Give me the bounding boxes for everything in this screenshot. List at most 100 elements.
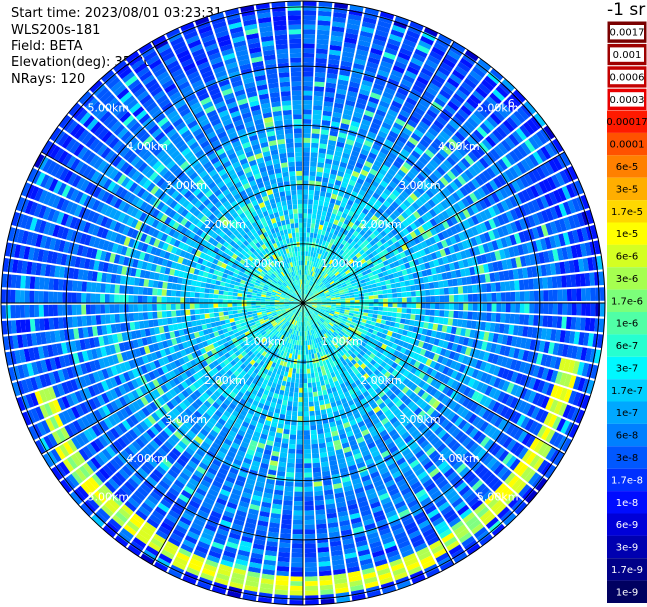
ppi-cell — [316, 233, 321, 240]
ppi-cell — [319, 270, 324, 276]
ppi-cell — [316, 386, 322, 392]
ppi-cell — [506, 96, 519, 109]
ppi-cell — [481, 283, 487, 293]
ppi-cell — [303, 406, 309, 412]
ppi-cell — [310, 308, 314, 313]
ppi-cell — [319, 283, 324, 288]
ppi-cell — [354, 258, 360, 264]
ppi-cell — [294, 382, 299, 388]
ppi-cell — [417, 217, 426, 225]
ppi-cell — [477, 293, 483, 302]
ppi-cell — [398, 375, 407, 383]
ppi-cell — [281, 443, 289, 449]
ppi-cell — [344, 293, 350, 296]
ppi-cell — [413, 278, 420, 285]
ppi-cell — [543, 341, 550, 354]
ppi-cell — [335, 259, 341, 265]
ppi-cell — [372, 203, 380, 211]
ppi-cell — [316, 286, 321, 291]
ppi-cell — [308, 261, 312, 266]
ppi-cell — [350, 234, 356, 241]
ppi-cell — [370, 359, 377, 366]
ppi-cell — [566, 316, 572, 330]
ppi-cell — [475, 86, 488, 99]
ppi-cell — [332, 325, 338, 330]
ppi-cell — [400, 318, 406, 324]
ppi-cell — [435, 250, 442, 259]
ppi-cell — [303, 255, 306, 261]
ppi-cell — [311, 306, 317, 309]
ppi-cell — [528, 278, 534, 290]
ppi-cell — [358, 128, 368, 136]
ppi-cell — [369, 352, 376, 359]
ppi-cell — [398, 383, 406, 391]
ppi-cell — [356, 239, 363, 246]
ppi-cell — [459, 142, 471, 154]
ppi-cell — [375, 29, 389, 38]
ppi-cell — [303, 213, 307, 219]
ppi-cell — [335, 281, 341, 286]
ppi-cell — [367, 101, 378, 109]
ppi-cell — [308, 270, 312, 276]
ppi-cell — [578, 258, 585, 272]
ppi-cell — [303, 100, 313, 105]
ppi-cell — [410, 314, 416, 320]
ppi-cell — [530, 115, 543, 130]
ppi-cell — [306, 279, 309, 285]
ppi-cell — [310, 152, 318, 158]
ppi-cell — [345, 305, 351, 308]
ppi-cell — [566, 345, 574, 358]
ppi-cell — [453, 310, 459, 319]
ppi-cell — [408, 392, 417, 401]
ppi-cell — [291, 377, 296, 383]
ppi-cell — [308, 194, 314, 200]
ppi-cell — [312, 252, 317, 258]
ppi-cell — [317, 253, 322, 259]
ppi-cell — [331, 274, 336, 279]
ppi-cell — [334, 102, 344, 109]
ppi-cell — [505, 423, 516, 436]
ppi-cell — [515, 127, 527, 141]
ppi-cell — [309, 166, 317, 172]
ppi-cell — [303, 293, 305, 299]
ppi-cell — [344, 290, 350, 294]
ppi-cell — [410, 285, 416, 291]
ppi-cell — [317, 542, 329, 548]
ppi-cell — [497, 158, 508, 171]
ppi-cell — [465, 425, 475, 436]
ppi-cell — [391, 177, 401, 185]
ppi-cell — [320, 191, 326, 197]
ppi-cell — [490, 164, 500, 176]
ppi-cell — [330, 169, 338, 176]
ppi-cell — [453, 294, 459, 302]
ppi-cell — [368, 346, 375, 353]
ppi-cell — [396, 312, 402, 318]
ppi-cell — [320, 589, 334, 595]
ppi-cell — [364, 299, 370, 303]
ppi-cell — [335, 304, 341, 307]
ppi-cell — [289, 590, 303, 596]
ppi-cell — [333, 229, 339, 236]
ppi-cell — [551, 276, 558, 289]
ppi-cell — [338, 324, 344, 329]
ppi-cell — [312, 304, 318, 306]
ppi-cell — [307, 302, 313, 303]
ppi-cell — [303, 185, 309, 190]
ppi-cell — [335, 308, 341, 311]
ppi-cell — [377, 196, 386, 204]
ppi-cell — [392, 293, 398, 298]
ppi-cell — [505, 395, 515, 407]
ppi-cell — [315, 294, 321, 298]
ppi-cell — [292, 406, 298, 412]
ppi-cell — [285, 366, 290, 373]
ppi-cell — [304, 566, 318, 572]
ppi-cell — [304, 472, 313, 478]
ppi-cell — [446, 156, 457, 167]
ppi-cell — [306, 305, 311, 309]
ppi-cell — [360, 322, 366, 327]
ppi-cell — [412, 352, 420, 360]
ppi-cell — [274, 594, 288, 600]
ppi-cell — [496, 260, 504, 271]
ppi-cell — [581, 227, 589, 242]
ppi-cell — [426, 268, 432, 276]
